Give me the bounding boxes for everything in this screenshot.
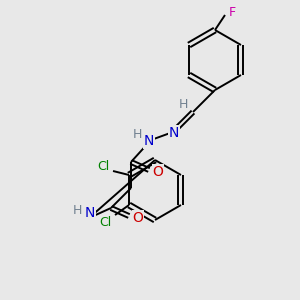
Text: N: N — [144, 134, 154, 148]
Text: H: H — [72, 203, 82, 217]
Text: O: O — [133, 211, 143, 225]
Text: N: N — [169, 126, 179, 140]
Text: O: O — [153, 165, 164, 179]
Text: H: H — [132, 128, 142, 140]
Text: F: F — [228, 7, 236, 20]
Text: Cl: Cl — [97, 160, 109, 173]
Text: N: N — [85, 206, 95, 220]
Text: H: H — [178, 98, 188, 110]
Text: Cl: Cl — [99, 217, 111, 230]
